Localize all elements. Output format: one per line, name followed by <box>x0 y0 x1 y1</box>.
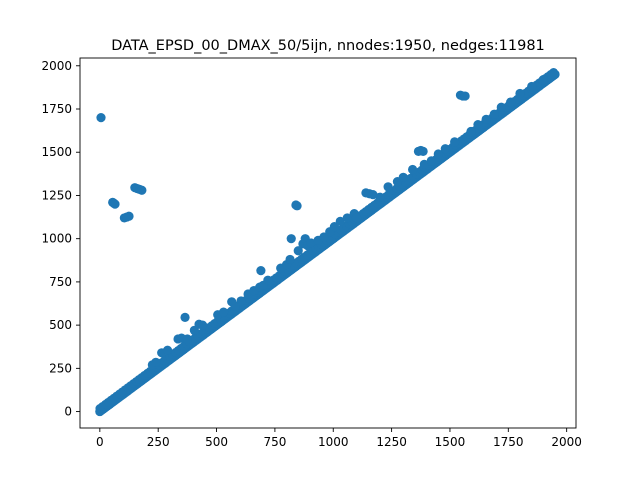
y-tick-label: 1250 <box>41 188 72 202</box>
x-axis: 0 250 500 750 1000 1250 1500 1750 2000 <box>96 428 582 449</box>
scatter-point <box>342 213 352 223</box>
x-tick-label: 1000 <box>318 435 349 449</box>
scatter-point <box>292 201 302 211</box>
x-tick-label: 750 <box>263 435 286 449</box>
scatter-point <box>398 172 408 182</box>
scatter-point <box>137 185 147 195</box>
x-tick-label: 1500 <box>435 435 466 449</box>
scatter-point <box>419 159 429 169</box>
scatter-point <box>263 275 273 285</box>
scatter-point <box>306 238 316 248</box>
x-tick-label: 2000 <box>551 435 582 449</box>
scatter-point <box>466 126 476 137</box>
x-tick-label: 0 <box>96 435 104 449</box>
plot-area <box>95 67 560 417</box>
y-tick-label: 0 <box>64 405 72 419</box>
scatter-point <box>481 114 491 124</box>
scatter-point <box>375 192 385 202</box>
scatter-point <box>383 182 393 192</box>
scatter-point <box>124 211 134 221</box>
scatter-point <box>527 81 537 92</box>
y-tick-label: 1750 <box>41 102 72 116</box>
y-tick-label: 2000 <box>41 59 72 73</box>
scatter-point <box>515 88 525 99</box>
y-axis: 0 250 500 750 1000 1250 1500 1750 2000 <box>41 59 80 419</box>
scatter-point <box>236 296 246 306</box>
x-tick-label: 1250 <box>376 435 407 449</box>
chart-title: DATA_EPSD_00_DMAX_50/5ijn, nnodes:1950, … <box>111 38 545 54</box>
scatter-point <box>489 109 499 119</box>
y-tick-label: 500 <box>49 318 72 332</box>
scatter-point <box>426 156 436 166</box>
axes-frame <box>79 57 577 429</box>
scatter-point <box>473 119 483 130</box>
scatter-point <box>506 97 516 107</box>
x-tick-label: 1750 <box>493 435 524 449</box>
x-tick-label: 500 <box>205 435 228 449</box>
y-tick-label: 1000 <box>41 232 72 246</box>
x-tick-label: 250 <box>147 435 170 449</box>
scatter-point <box>351 213 362 223</box>
scatter-point <box>550 69 560 80</box>
scatter-point <box>496 102 506 112</box>
scatter-point <box>293 246 303 256</box>
y-tick-label: 1500 <box>41 145 72 159</box>
scatter-point <box>182 334 192 344</box>
scatter-point <box>96 113 106 123</box>
scatter-point <box>218 307 229 317</box>
scatter-point <box>460 91 470 101</box>
y-tick-label: 250 <box>49 361 72 375</box>
scatter-point <box>418 146 428 156</box>
y-tick-label: 750 <box>49 275 72 289</box>
scatter-point <box>285 254 295 265</box>
scatter-point <box>450 137 460 147</box>
scatter-point <box>162 345 173 355</box>
scatter-point <box>433 149 443 159</box>
scatter-point <box>151 357 161 367</box>
scatter-point <box>180 312 190 322</box>
scatter-point <box>286 234 296 244</box>
scatter-point <box>110 199 120 209</box>
scatter-point <box>256 266 266 276</box>
scatter-point <box>408 164 418 175</box>
scatter-point <box>440 144 450 154</box>
scatter-point <box>197 320 208 330</box>
scatter-point <box>368 189 378 200</box>
scatter-point <box>538 75 548 85</box>
scatter-point <box>335 216 345 226</box>
